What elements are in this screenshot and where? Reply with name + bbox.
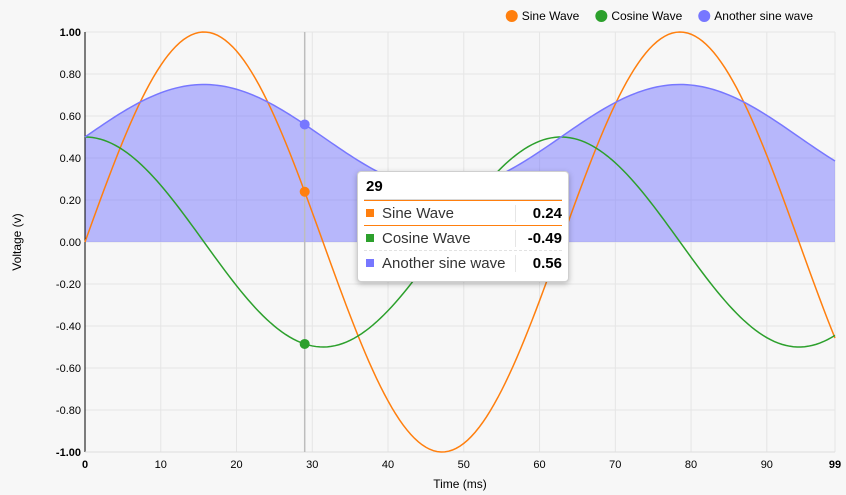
y-axis-label: Voltage (v): [10, 213, 24, 270]
x-tick-label: 40: [382, 459, 394, 471]
legend-dot: [505, 10, 518, 22]
legend-item-another-sine-wave[interactable]: Another sine wave: [698, 9, 813, 23]
hover-point-another-sine-wave: [299, 119, 310, 130]
y-tick-label: -0.80: [56, 405, 81, 417]
y-tick-label: 0.00: [60, 237, 81, 249]
x-tick-label: 90: [761, 459, 773, 471]
x-tick-label: 60: [533, 459, 545, 471]
series-area-another-sine-wave: [85, 84, 835, 242]
legend-label: Sine Wave: [522, 9, 580, 23]
axis-layer: 1.00 0.80 0.60 0.40 0.20 0.00 -0.20 -0.40 -0.60 -…: [56, 27, 841, 471]
hover-point-cosine-wave: [299, 338, 310, 349]
tooltip-series-name: Another sine wave: [382, 254, 506, 272]
area-layer: [85, 84, 835, 242]
tooltip-row-cosine-wave: Cosine Wave -0.49: [364, 226, 562, 251]
legend-item-sine-wave[interactable]: Sine Wave: [505, 9, 580, 23]
x-tick-label: 99: [829, 459, 841, 471]
tooltip-swatch-sine-wave: [366, 209, 374, 217]
tooltip-header: 29: [364, 176, 562, 200]
legend: Sine Wave Cosine Wave Another sine wave: [505, 9, 813, 23]
series-line-sine-wave: [84, 31, 836, 453]
tooltip-series-name: Cosine Wave: [382, 229, 471, 247]
x-tick-label: 30: [306, 459, 318, 471]
tooltip-series-name: Sine Wave: [382, 204, 454, 222]
y-tick-label: -0.40: [56, 321, 81, 333]
y-tick-label: 1.00: [60, 27, 81, 39]
legend-dot: [698, 10, 711, 22]
hover-layer: [299, 32, 310, 452]
legend-label: Cosine Wave: [611, 9, 682, 23]
x-tick-label: 0: [82, 459, 88, 471]
legend-label: Another sine wave: [714, 9, 813, 23]
tooltip-row-another-sine-wave: Another sine wave 0.56: [364, 251, 562, 275]
hover-point-sine-wave: [299, 186, 310, 197]
x-axis-label: Time (ms): [433, 477, 487, 491]
x-tick-label: 80: [685, 459, 697, 471]
x-tick-label: 20: [230, 459, 242, 471]
x-tick-label: 70: [609, 459, 621, 471]
y-tick-label: -1.00: [56, 447, 81, 459]
y-tick-label: -0.20: [56, 279, 81, 291]
legend-item-cosine-wave[interactable]: Cosine Wave: [595, 9, 683, 23]
legend-dot: [595, 10, 608, 22]
tooltip-series-value: -0.49: [515, 229, 562, 247]
y-tick-label: 0.80: [60, 69, 81, 81]
y-tick-label: -0.60: [56, 363, 81, 375]
hover-tooltip: 29 Sine Wave 0.24 Cosine Wave -0.49 Anot…: [357, 171, 569, 282]
y-tick-label: 0.60: [60, 111, 81, 123]
x-tick-label: 10: [155, 459, 167, 471]
tooltip-series-value: 0.24: [515, 204, 562, 222]
tooltip-row-sine-wave: Sine Wave 0.24: [364, 200, 562, 226]
x-tick-label: 50: [458, 459, 470, 471]
tooltip-series-value: 0.56: [515, 254, 562, 272]
y-tick-label: 0.40: [60, 153, 81, 165]
y-tick-label: 0.20: [60, 195, 81, 207]
tooltip-swatch-cosine-wave: [366, 234, 374, 242]
tooltip-swatch-another-sine-wave: [366, 259, 374, 267]
